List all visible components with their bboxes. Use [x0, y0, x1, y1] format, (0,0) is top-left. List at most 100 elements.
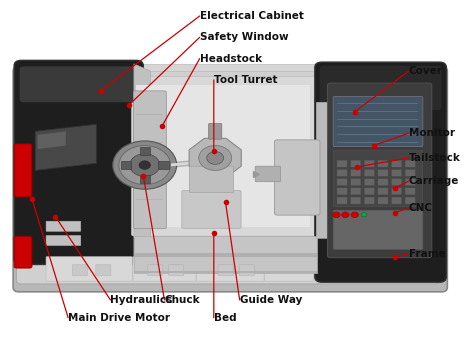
FancyBboxPatch shape — [133, 257, 196, 281]
FancyBboxPatch shape — [121, 161, 131, 169]
FancyBboxPatch shape — [337, 179, 347, 186]
FancyBboxPatch shape — [14, 144, 32, 197]
Circle shape — [351, 212, 358, 218]
Text: Tailstock: Tailstock — [409, 153, 461, 163]
FancyBboxPatch shape — [364, 169, 374, 176]
FancyBboxPatch shape — [132, 76, 319, 236]
FancyBboxPatch shape — [134, 256, 317, 273]
FancyBboxPatch shape — [405, 169, 415, 176]
FancyBboxPatch shape — [264, 257, 313, 281]
FancyBboxPatch shape — [147, 265, 163, 275]
Circle shape — [199, 146, 232, 170]
FancyBboxPatch shape — [13, 67, 447, 292]
FancyBboxPatch shape — [364, 188, 374, 195]
Text: Tool Turret: Tool Turret — [214, 75, 277, 85]
FancyBboxPatch shape — [392, 188, 402, 195]
FancyBboxPatch shape — [136, 85, 310, 227]
FancyBboxPatch shape — [46, 235, 81, 246]
FancyBboxPatch shape — [14, 60, 143, 264]
FancyBboxPatch shape — [364, 160, 374, 167]
FancyBboxPatch shape — [46, 257, 133, 281]
FancyBboxPatch shape — [364, 197, 374, 204]
Text: Guide Way: Guide Way — [240, 295, 302, 305]
Text: Electrical Cabinet: Electrical Cabinet — [200, 11, 303, 21]
FancyBboxPatch shape — [378, 160, 388, 167]
FancyBboxPatch shape — [255, 166, 281, 182]
FancyBboxPatch shape — [139, 175, 150, 183]
FancyBboxPatch shape — [337, 169, 347, 176]
Text: Cover: Cover — [409, 66, 443, 76]
FancyBboxPatch shape — [328, 83, 432, 258]
FancyBboxPatch shape — [319, 66, 442, 110]
FancyBboxPatch shape — [337, 160, 347, 167]
Text: Main Drive Motor: Main Drive Motor — [68, 313, 170, 323]
Circle shape — [139, 161, 150, 169]
Circle shape — [207, 152, 224, 164]
FancyBboxPatch shape — [405, 197, 415, 204]
FancyBboxPatch shape — [364, 179, 374, 186]
FancyBboxPatch shape — [392, 179, 402, 186]
FancyBboxPatch shape — [337, 197, 347, 204]
FancyBboxPatch shape — [96, 265, 111, 275]
Circle shape — [130, 154, 160, 176]
FancyBboxPatch shape — [351, 169, 361, 176]
FancyBboxPatch shape — [73, 265, 87, 275]
Text: Bed: Bed — [214, 313, 237, 323]
Circle shape — [113, 141, 177, 189]
Circle shape — [333, 212, 340, 218]
FancyBboxPatch shape — [392, 169, 402, 176]
FancyBboxPatch shape — [14, 236, 32, 268]
FancyBboxPatch shape — [351, 179, 361, 186]
Text: Carriage: Carriage — [409, 176, 459, 186]
FancyBboxPatch shape — [239, 265, 254, 275]
FancyBboxPatch shape — [334, 150, 422, 207]
FancyBboxPatch shape — [46, 221, 81, 231]
Polygon shape — [189, 138, 241, 178]
FancyBboxPatch shape — [333, 97, 423, 147]
FancyBboxPatch shape — [405, 179, 415, 186]
FancyBboxPatch shape — [209, 124, 222, 139]
FancyBboxPatch shape — [274, 140, 320, 215]
FancyBboxPatch shape — [139, 147, 150, 155]
FancyBboxPatch shape — [134, 271, 317, 273]
FancyBboxPatch shape — [405, 188, 415, 195]
FancyBboxPatch shape — [351, 197, 361, 204]
Circle shape — [361, 213, 367, 217]
FancyBboxPatch shape — [169, 265, 184, 275]
FancyBboxPatch shape — [189, 166, 234, 192]
Text: Monitor: Monitor — [409, 128, 455, 138]
Text: CNC: CNC — [409, 203, 433, 213]
FancyBboxPatch shape — [315, 62, 447, 282]
FancyBboxPatch shape — [337, 188, 347, 195]
FancyBboxPatch shape — [17, 67, 439, 284]
Polygon shape — [21, 64, 439, 71]
FancyBboxPatch shape — [378, 169, 388, 176]
FancyBboxPatch shape — [134, 253, 317, 256]
FancyBboxPatch shape — [182, 191, 241, 228]
FancyBboxPatch shape — [392, 197, 402, 204]
Circle shape — [119, 146, 171, 185]
Text: Frame: Frame — [409, 249, 446, 259]
FancyBboxPatch shape — [378, 179, 388, 186]
FancyBboxPatch shape — [351, 160, 361, 167]
Polygon shape — [37, 131, 66, 149]
FancyBboxPatch shape — [392, 160, 402, 167]
Text: Chuck: Chuck — [164, 295, 200, 305]
FancyBboxPatch shape — [196, 257, 264, 281]
Polygon shape — [35, 124, 96, 170]
FancyBboxPatch shape — [134, 91, 166, 229]
FancyBboxPatch shape — [218, 265, 233, 275]
Polygon shape — [134, 64, 150, 259]
FancyBboxPatch shape — [333, 210, 423, 250]
FancyBboxPatch shape — [378, 188, 388, 195]
Text: Hydraulics: Hydraulics — [110, 295, 173, 305]
FancyBboxPatch shape — [351, 188, 361, 195]
FancyBboxPatch shape — [134, 236, 317, 256]
Text: Safety Window: Safety Window — [200, 32, 288, 42]
Circle shape — [342, 212, 349, 218]
FancyBboxPatch shape — [378, 197, 388, 204]
Text: Headstock: Headstock — [200, 54, 262, 64]
FancyBboxPatch shape — [20, 66, 137, 102]
FancyBboxPatch shape — [405, 160, 415, 167]
FancyBboxPatch shape — [316, 102, 328, 239]
